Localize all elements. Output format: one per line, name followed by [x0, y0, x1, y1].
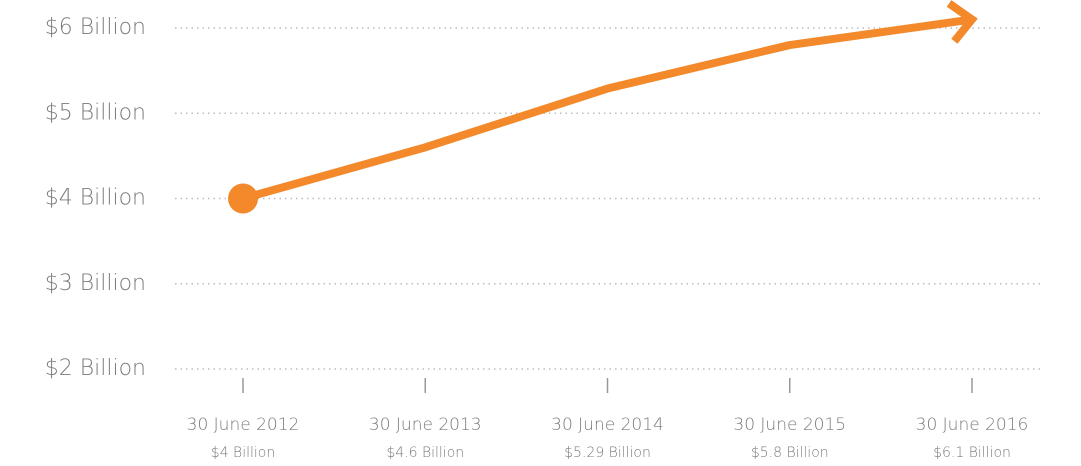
- arrow-head: [946, 0, 978, 44]
- start-marker: [228, 183, 258, 214]
- line: [241, 15, 973, 203]
- value-label: $4.6 Billion: [386, 445, 464, 461]
- y-tick-label: $4 Billion: [45, 186, 146, 211]
- y-tick-label: $5 Billion: [45, 100, 146, 125]
- x-tick-label: 30 June 2014: [551, 415, 664, 435]
- x-tick-label: 30 June 2015: [733, 415, 846, 435]
- value-label: $6.1 Billion: [933, 445, 1011, 461]
- x-tick-label: 30 June 2012: [187, 415, 300, 435]
- value-label: $4 Billion: [211, 445, 275, 461]
- value-label: $5.29 Billion: [564, 445, 651, 461]
- y-tick-label: $6 Billion: [45, 15, 146, 40]
- x-tick-label: 30 June 2016: [916, 415, 1029, 435]
- value-label: $5.8 Billion: [751, 445, 829, 461]
- y-tick-label: $2 Billion: [45, 356, 146, 381]
- y-tick-label: $3 Billion: [45, 271, 146, 296]
- x-tick-label: 30 June 2013: [369, 415, 482, 435]
